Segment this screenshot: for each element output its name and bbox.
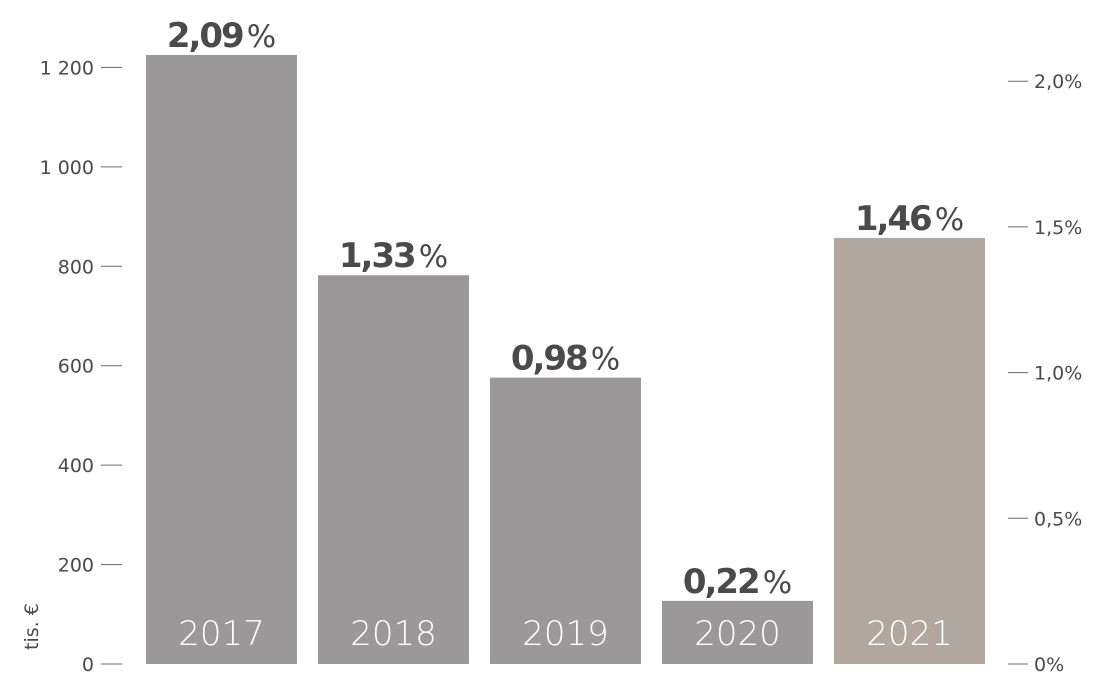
y2-tick-label: 1,0% xyxy=(1034,363,1082,385)
bar-value-percent-sign: % xyxy=(591,342,620,378)
y-tick-label: 200 xyxy=(58,555,94,577)
bar-value-number: 1,46 xyxy=(855,199,931,239)
bar-category-label: 2020 xyxy=(694,614,781,654)
y-tick-label: 800 xyxy=(58,256,94,278)
bar-category-label: 2021 xyxy=(866,614,953,654)
bar-2017 xyxy=(146,55,297,664)
y-tick-label: 600 xyxy=(58,356,94,378)
bar-2018 xyxy=(318,275,469,664)
y-axis-right: 0% 0,5% 1,0% 1,5% 2,0% xyxy=(1008,71,1082,673)
svg-text:0,22%: 0,22% xyxy=(683,562,792,602)
bar-value-percent-sign: % xyxy=(763,565,792,601)
bar-value-percent-sign: % xyxy=(935,202,964,238)
bar-2019 xyxy=(490,377,641,664)
bar-value-label: 0,22% xyxy=(683,562,792,602)
bar-category-label: 2017 xyxy=(178,614,265,654)
y2-tick-label: 0% xyxy=(1034,654,1064,673)
y2-tick-label: 0,5% xyxy=(1034,508,1082,530)
y2-tick-label: 2,0% xyxy=(1034,71,1082,93)
svg-text:1,33%: 1,33% xyxy=(339,236,448,276)
bar-value-number: 0,22 xyxy=(683,562,759,602)
y-tick-label: 0 xyxy=(82,654,94,673)
y-tick-label: 1 000 xyxy=(40,157,94,179)
bar-2021 xyxy=(834,237,985,664)
bar-2020 xyxy=(662,600,813,664)
bar-value-percent-sign: % xyxy=(419,239,448,275)
y-axis-unit-label: tis. € xyxy=(21,603,43,650)
y-tick-label: 1 200 xyxy=(40,57,94,79)
bar-value-label: 1,46% xyxy=(855,199,964,239)
bar-value-percent-sign: % xyxy=(247,19,276,55)
y-axis-left: 0 200 400 600 800 1 000 1 200 xyxy=(40,57,122,673)
bar-value-label: 1,33% xyxy=(339,236,448,276)
bar-value-number: 1,33 xyxy=(339,236,415,276)
y2-tick-label: 1,5% xyxy=(1034,217,1082,239)
svg-text:0,98%: 0,98% xyxy=(511,339,620,379)
bar-value-label: 0,98% xyxy=(511,339,620,379)
y-tick-label: 400 xyxy=(58,455,94,477)
bar-value-number: 0,98 xyxy=(511,339,587,379)
bar-value-number: 2,09 xyxy=(167,16,243,56)
bar-category-label: 2019 xyxy=(522,614,609,654)
svg-text:2,09%: 2,09% xyxy=(167,16,276,56)
bar-category-label: 2018 xyxy=(350,614,437,654)
bars: 2017 2,09 % 2018 1,33 % 2019 0,98 % 2020 0,22 % 2021… xyxy=(146,16,985,664)
bar-value-label: 2,09% xyxy=(167,16,276,56)
svg-text:1,46%: 1,46% xyxy=(855,199,964,239)
